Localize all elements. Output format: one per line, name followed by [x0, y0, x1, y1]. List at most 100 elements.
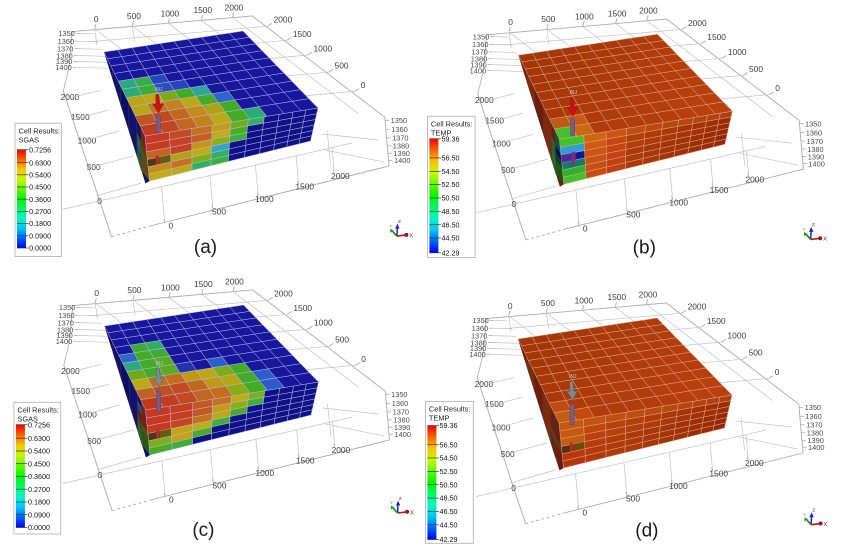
svg-text:1400: 1400 [394, 156, 410, 165]
svg-text:1500: 1500 [193, 5, 212, 15]
svg-text:0.3600: 0.3600 [28, 472, 50, 481]
svg-text:1400: 1400 [469, 350, 485, 359]
svg-text:0.5400: 0.5400 [28, 447, 50, 456]
svg-text:1350: 1350 [391, 390, 407, 399]
svg-text:0.0000: 0.0000 [28, 523, 50, 532]
svg-text:500: 500 [626, 494, 640, 504]
svg-text:SGAS: SGAS [19, 135, 40, 144]
svg-text:0: 0 [168, 221, 173, 231]
svg-text:X: X [410, 510, 414, 516]
svg-text:50.50: 50.50 [440, 480, 458, 489]
svg-text:Z: Z [812, 222, 815, 228]
svg-text:INJ: INJ [569, 374, 577, 380]
svg-text:1350: 1350 [391, 116, 407, 125]
svg-text:44.50: 44.50 [440, 520, 458, 529]
svg-text:Z: Z [812, 508, 815, 514]
svg-text:Y: Y [803, 227, 806, 232]
svg-text:0.5400: 0.5400 [29, 170, 51, 179]
svg-text:1400: 1400 [470, 66, 486, 75]
svg-text:0.0000: 0.0000 [29, 244, 51, 253]
svg-text:500: 500 [626, 210, 640, 220]
svg-text:0.1800: 0.1800 [28, 498, 50, 507]
svg-text:1500: 1500 [607, 292, 626, 302]
svg-text:0: 0 [361, 80, 366, 90]
svg-text:56.50: 56.50 [440, 440, 458, 449]
svg-text:500: 500 [127, 285, 141, 295]
svg-text:1350: 1350 [805, 119, 821, 128]
svg-text:Z: Z [399, 496, 402, 502]
svg-text:500: 500 [541, 14, 555, 24]
svg-text:1350: 1350 [805, 403, 821, 412]
svg-text:1000: 1000 [314, 44, 333, 54]
svg-text:Y: Y [389, 223, 392, 228]
svg-text:1500: 1500 [194, 279, 213, 289]
svg-text:500: 500 [213, 481, 227, 491]
svg-text:500: 500 [335, 61, 349, 71]
svg-text:(b): (b) [633, 237, 656, 258]
svg-text:0.0900: 0.0900 [29, 231, 51, 240]
svg-text:Y: Y [390, 500, 393, 505]
svg-text:0.4500: 0.4500 [28, 459, 50, 468]
svg-text:Cell Results:: Cell Results: [429, 405, 470, 414]
svg-text:50.50: 50.50 [442, 194, 460, 203]
svg-text:46.50: 46.50 [440, 507, 458, 516]
svg-text:Cell Results:: Cell Results: [431, 120, 472, 129]
svg-text:0.7256: 0.7256 [29, 145, 51, 154]
svg-text:0.3600: 0.3600 [29, 195, 51, 204]
svg-text:0.6300: 0.6300 [28, 434, 50, 443]
svg-text:48.50: 48.50 [442, 207, 460, 216]
svg-text:0: 0 [94, 14, 99, 24]
svg-text:0.6300: 0.6300 [29, 158, 51, 167]
svg-text:0: 0 [583, 224, 588, 234]
svg-text:1000: 1000 [728, 331, 747, 341]
svg-text:1400: 1400 [56, 337, 72, 346]
svg-text:48.50: 48.50 [440, 494, 458, 503]
svg-text:Cell Results:: Cell Results: [17, 406, 58, 415]
svg-text:0: 0 [361, 354, 366, 364]
svg-text:1000: 1000 [161, 8, 180, 18]
svg-text:1500: 1500 [485, 115, 504, 125]
svg-text:42.29: 42.29 [442, 248, 460, 257]
svg-text:500: 500 [127, 11, 141, 21]
svg-text:2000: 2000 [475, 95, 494, 105]
svg-text:59.36: 59.36 [442, 134, 460, 143]
svg-text:2000: 2000 [225, 276, 244, 286]
svg-text:0.7256: 0.7256 [28, 420, 50, 429]
svg-text:INJ: INJ [569, 90, 577, 96]
svg-text:1500: 1500 [707, 32, 726, 42]
svg-text:500: 500 [749, 64, 763, 74]
svg-text:500: 500 [335, 335, 349, 345]
svg-text:1500: 1500 [293, 303, 312, 313]
svg-text:0.2700: 0.2700 [29, 207, 51, 216]
svg-text:0: 0 [94, 288, 99, 298]
svg-text:1400: 1400 [808, 159, 824, 168]
svg-text:2000: 2000 [61, 92, 80, 102]
svg-text:1000: 1000 [161, 282, 180, 292]
svg-text:500: 500 [212, 207, 226, 217]
svg-text:52.50: 52.50 [442, 180, 460, 189]
svg-text:1400: 1400 [808, 443, 824, 452]
svg-text:2000: 2000 [274, 15, 293, 25]
svg-text:1000: 1000 [492, 139, 511, 149]
svg-text:Cell Results:: Cell Results: [19, 127, 60, 136]
svg-text:INJ: INJ [155, 87, 163, 93]
svg-text:44.50: 44.50 [442, 234, 460, 243]
svg-text:X: X [823, 237, 827, 243]
svg-text:1000: 1000 [314, 318, 333, 328]
svg-text:1400: 1400 [55, 63, 71, 72]
svg-text:500: 500 [541, 298, 555, 308]
svg-text:1500: 1500 [71, 112, 90, 122]
svg-text:0: 0 [775, 83, 780, 93]
svg-text:2000: 2000 [274, 289, 293, 299]
svg-text:0: 0 [169, 495, 174, 505]
svg-text:(c): (c) [192, 520, 214, 541]
svg-text:(d): (d) [635, 520, 658, 541]
svg-text:1400: 1400 [395, 430, 411, 439]
svg-text:2000: 2000 [639, 289, 658, 299]
svg-text:0.2700: 0.2700 [28, 485, 50, 494]
svg-text:0: 0 [582, 508, 587, 518]
svg-text:1000: 1000 [78, 135, 97, 145]
svg-text:52.50: 52.50 [440, 467, 458, 476]
svg-text:0.0900: 0.0900 [28, 510, 50, 519]
svg-text:0: 0 [508, 301, 513, 311]
